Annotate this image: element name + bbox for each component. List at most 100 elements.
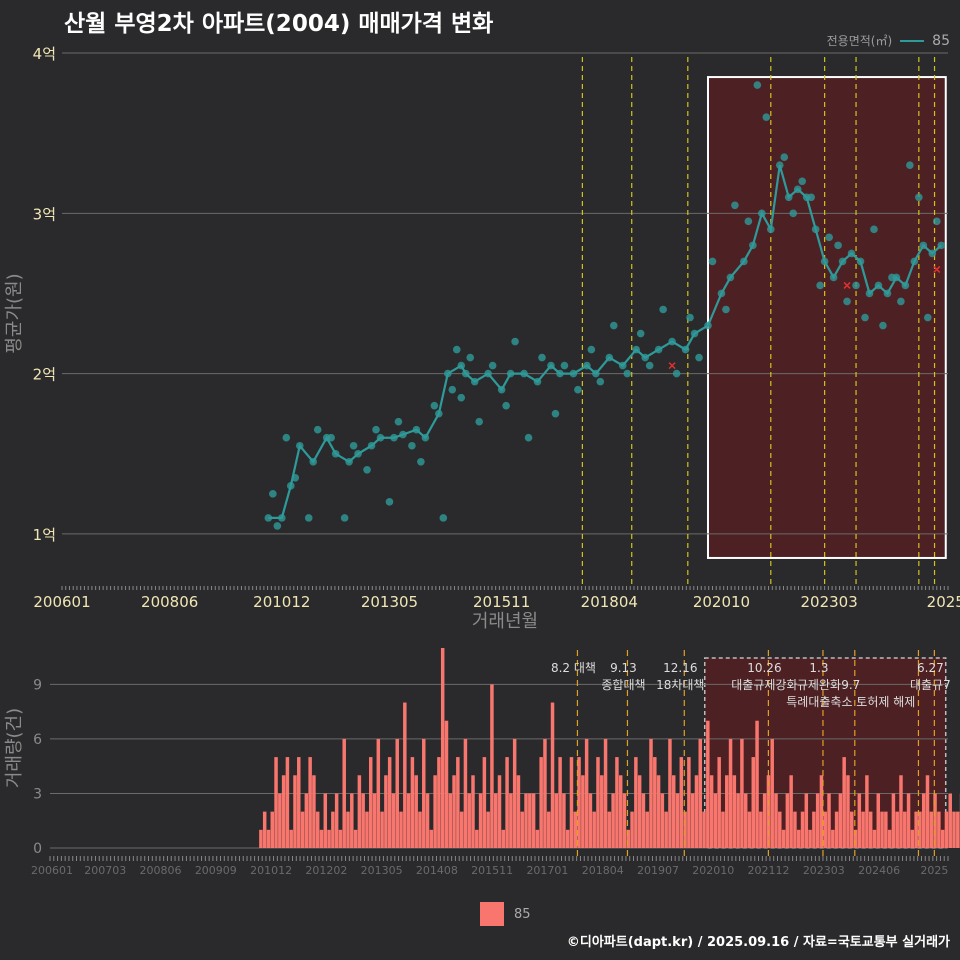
volume-y-tick-label: 0 (33, 841, 42, 857)
y-axis-label: 평균가(원) (4, 273, 25, 353)
price-point (331, 449, 340, 458)
price-point (789, 209, 798, 218)
volume-bar (331, 811, 335, 848)
volume-bar (361, 793, 365, 848)
volume-bar (384, 775, 388, 848)
y-tick-label: 1억 (33, 526, 56, 544)
volume-bar (751, 757, 756, 848)
volume-bar (940, 829, 945, 848)
volume-bar (770, 738, 774, 848)
price-point (708, 257, 717, 266)
volume-bar (293, 775, 297, 848)
price-point (668, 337, 676, 346)
volume-bar (653, 757, 657, 848)
legend-bottom: 85 (480, 902, 531, 926)
volume-y-tick-label: 3 (33, 786, 42, 802)
volume-bar (622, 793, 627, 848)
volume-bar (827, 793, 831, 848)
price-point (587, 345, 596, 354)
price-point (690, 329, 699, 338)
price-point (820, 257, 829, 266)
volume-bar (698, 738, 702, 848)
y-tick-label: 4억 (33, 45, 56, 63)
volume-bar (478, 793, 483, 848)
volume-bar (743, 793, 748, 848)
volume-bar (505, 757, 509, 848)
volume-bar (319, 829, 324, 848)
volume-bar (387, 757, 392, 848)
volume-x-tick-label: 201701 (526, 864, 568, 877)
price-point (385, 498, 394, 506)
price-point (484, 369, 492, 378)
cancelled-marker (668, 362, 676, 370)
price-point (744, 217, 753, 226)
volume-bar (573, 811, 578, 848)
volume-bar (550, 702, 555, 848)
price-point (888, 273, 896, 282)
price-point (861, 313, 869, 322)
price-point (852, 281, 860, 290)
volume-bar (675, 793, 680, 848)
volume-bar (535, 829, 540, 848)
price-point (583, 361, 591, 370)
price-point (623, 369, 632, 378)
volume-bar (812, 811, 816, 848)
price-point (390, 433, 398, 442)
volume-bar (607, 811, 612, 848)
x-tick-label: 201804 (581, 593, 638, 611)
volume-bar (819, 775, 824, 848)
price-point (838, 257, 847, 266)
volume-x-tick-label: 201305 (361, 864, 403, 877)
volume-bar (641, 793, 646, 848)
volume-bar (868, 811, 873, 848)
volume-bar (490, 684, 494, 848)
volume-bar (380, 811, 384, 848)
price-point (264, 514, 273, 522)
volume-bar (391, 793, 396, 848)
price-point (376, 433, 385, 442)
volume-bar (952, 811, 956, 848)
volume-bar (509, 793, 513, 848)
volume-bar (297, 757, 301, 848)
price-point (856, 257, 865, 266)
price-point (475, 417, 484, 426)
volume-bar (903, 811, 907, 848)
volume-bar (793, 811, 797, 848)
cancelled-marker (933, 265, 941, 273)
volume-bar (842, 757, 846, 848)
price-point (345, 457, 353, 466)
price-point (686, 313, 694, 322)
price-point (372, 425, 380, 434)
price-point (865, 289, 874, 298)
volume-x-tick-label: 200909 (195, 864, 237, 877)
volume-bar (611, 793, 615, 848)
volume-bar (660, 793, 665, 848)
volume-bar (713, 793, 718, 848)
price-point (269, 490, 277, 498)
x-tick-label: 2025 (927, 593, 960, 611)
volume-bar (736, 793, 740, 848)
volume-x-tick-label: 200703 (84, 864, 126, 877)
volume-y-axis-label: 거래량(건) (4, 708, 25, 788)
price-point (681, 345, 690, 354)
volume-bar (732, 775, 737, 848)
price-point (870, 225, 878, 234)
policy-label: 6.27 (917, 661, 944, 675)
price-point (879, 321, 887, 330)
price-point (466, 353, 475, 362)
volume-bar (853, 829, 858, 848)
price-point (816, 281, 824, 290)
price-point (915, 193, 923, 202)
price-point (457, 393, 466, 402)
price-point (753, 81, 762, 89)
price-point (439, 514, 448, 522)
volume-bar (956, 811, 960, 848)
price-point (780, 153, 789, 162)
volume-bar (315, 811, 320, 848)
price-point (421, 433, 430, 442)
volume-bar (762, 793, 767, 848)
volume-bar (554, 793, 559, 848)
volume-bar (838, 793, 843, 848)
price-point (452, 345, 461, 354)
